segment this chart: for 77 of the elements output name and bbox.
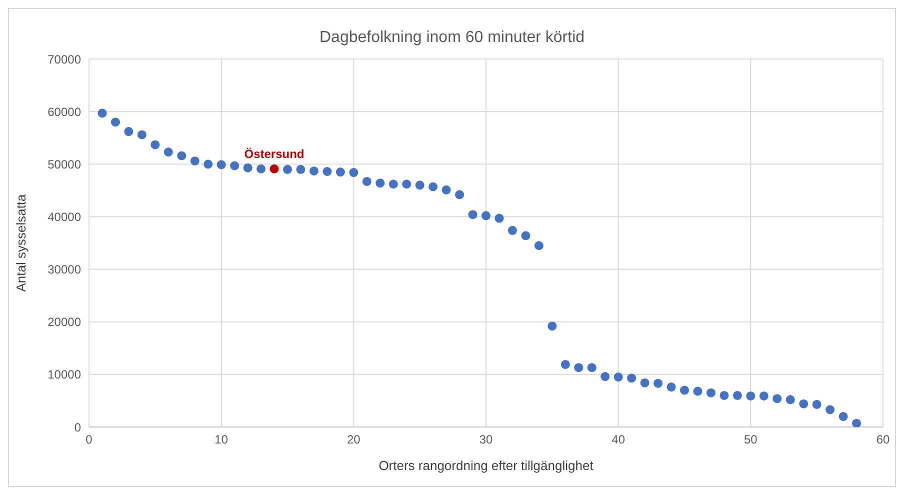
point [150,140,160,150]
point [772,394,782,404]
point [614,372,623,382]
point [494,214,504,223]
x-tick-label: 20 [346,432,361,447]
y-tick-label: 40000 [48,210,82,224]
point [732,390,742,400]
point [204,160,213,169]
point [110,118,120,127]
x-tick-label: 0 [86,432,93,447]
point [283,164,292,174]
y-tick-label: 30000 [48,262,82,277]
point [216,160,226,170]
point [336,168,345,177]
point [521,231,530,240]
point [177,151,186,160]
x-tick-label: 10 [214,432,228,447]
point [799,399,808,408]
point [402,180,412,189]
point [627,374,636,383]
point [230,161,240,170]
point [415,180,424,190]
point [455,190,464,200]
y-axis-title: Antal sysselsatta [14,193,29,292]
point [548,322,557,331]
x-tick-label: 30 [479,432,493,447]
point [852,418,862,427]
point [680,386,689,395]
point [98,108,107,118]
point [693,386,702,396]
y-tick-label: 60000 [48,104,82,119]
point [640,378,650,388]
y-tick-label: 50000 [48,157,82,172]
point [666,382,676,392]
x-axis-title: Orters rangordning efter tillgänglighet [378,458,594,474]
point [362,176,372,186]
point [482,211,490,220]
point [746,391,756,400]
point [720,390,729,400]
point [587,363,596,372]
point [574,363,584,372]
point [309,166,318,176]
point [296,164,306,174]
point [534,241,544,250]
point [560,360,570,369]
point [137,130,146,140]
point [190,156,200,166]
point [600,372,610,382]
point [428,182,438,192]
point [243,163,252,172]
point [124,127,134,136]
point [706,388,716,398]
point [468,210,478,220]
annotation: Östersund [244,146,304,161]
y-tick-label: 10000 [48,368,82,382]
point [322,167,332,176]
point [654,378,663,388]
x-tick-label: 60 [876,432,890,447]
point [376,178,385,188]
point [349,168,358,178]
x-tick-label: 50 [744,432,758,447]
point [270,164,279,174]
y-tick-label: 0 [74,420,82,434]
y-tick-label: 20000 [48,315,82,330]
point [826,405,835,414]
x-tick-label: 40 [612,432,626,447]
y-tick-label: 70000 [48,52,82,66]
point [164,148,173,157]
chart-title: Dagbefolkning inom 60 minuter körtid [318,29,586,47]
point [786,395,795,404]
point [759,391,768,400]
point [388,180,398,189]
point [838,412,848,421]
point [508,226,517,235]
point [812,400,822,409]
point [442,185,451,194]
point [256,164,266,174]
